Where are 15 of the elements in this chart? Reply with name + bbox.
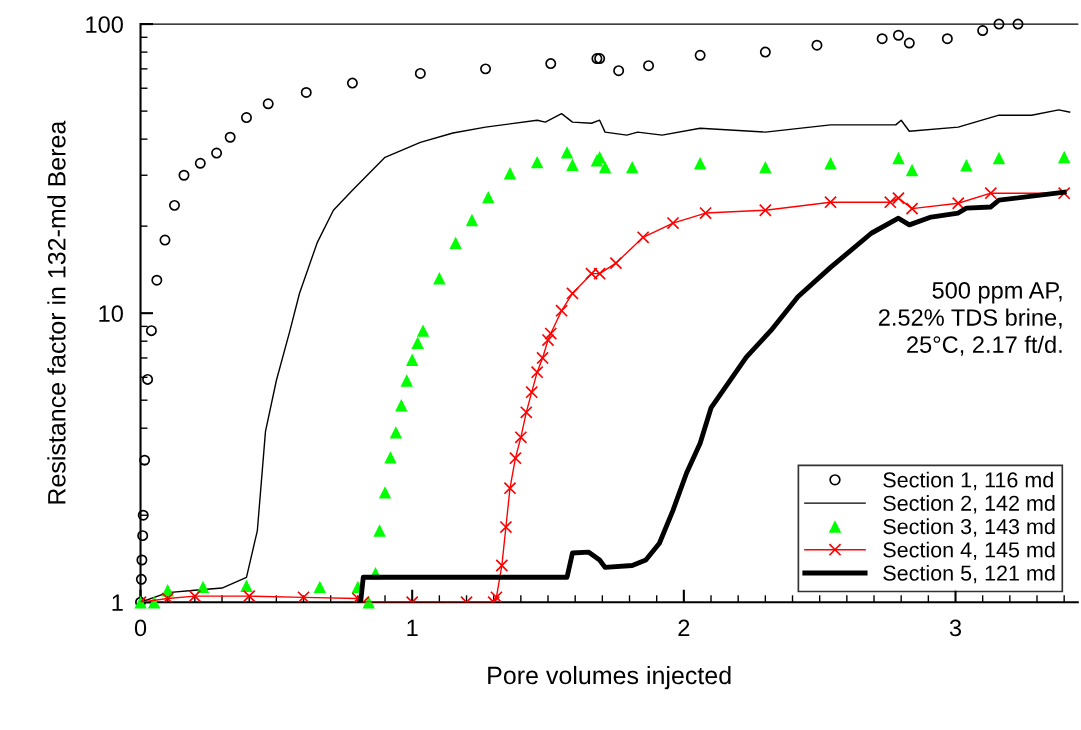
legend-label: Section 2, 142 md bbox=[883, 495, 1055, 514]
y-axis-title: Resistance factor in 132-md Berea bbox=[47, 120, 66, 504]
legend-label: Section 5, 121 md bbox=[883, 564, 1055, 584]
legend-label: Section 3, 143 md bbox=[883, 518, 1055, 537]
y-tick-label: 100 bbox=[86, 16, 123, 33]
x-tick-label: 1 bbox=[407, 619, 418, 637]
x-tick-label: 3 bbox=[949, 619, 962, 637]
legend-label: Section 1, 116 md bbox=[883, 471, 1053, 491]
x-axis-title: Pore volumes injected bbox=[488, 665, 731, 690]
x-tick-label: 0 bbox=[134, 619, 147, 637]
y-tick-label: 1 bbox=[112, 594, 123, 611]
x-tick-label: 2 bbox=[678, 619, 690, 637]
legend-label: Section 4, 145 md bbox=[883, 541, 1055, 561]
y-tick-label: 10 bbox=[99, 305, 123, 322]
annotation: 500 ppm AP, 2.52% TDS brine, 25°C, 2.17 ft/d. bbox=[878, 281, 1062, 356]
